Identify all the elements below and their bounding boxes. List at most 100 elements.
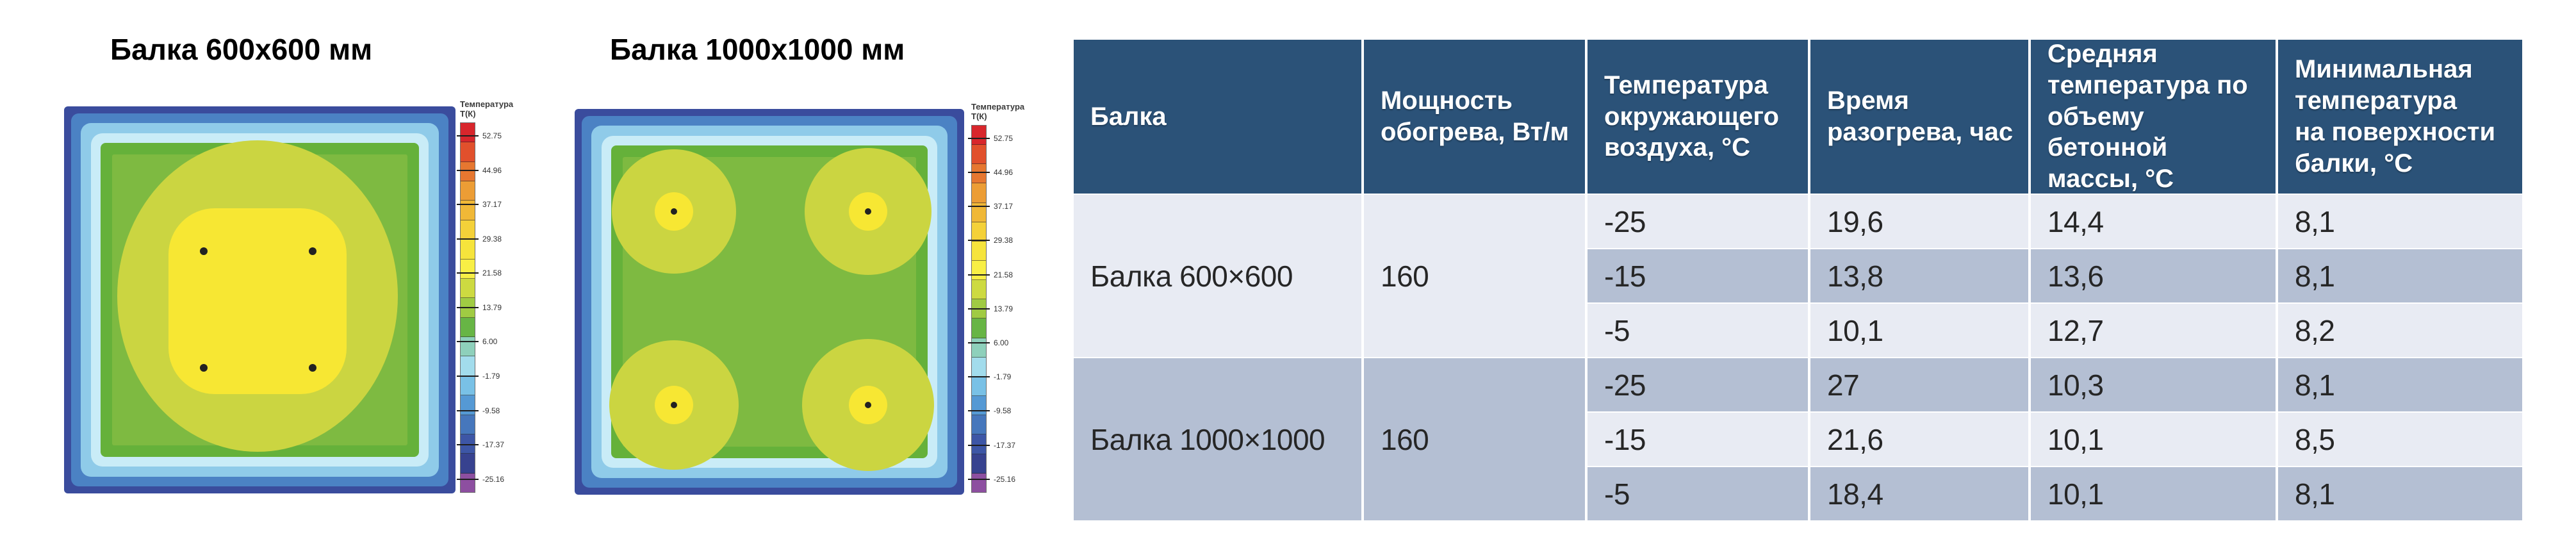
colorbar-band [461, 317, 475, 337]
table-header-avg-temp: Средняя температура по объему бетонной м… [2031, 40, 2276, 194]
colorbar-tick-line [968, 308, 990, 310]
cell-min-temp: 8,2 [2278, 304, 2522, 357]
heater-wire-dot [200, 247, 208, 255]
cell-air-temp: -15 [1587, 413, 1808, 466]
colorbar-tick-line [457, 409, 479, 411]
colorbar-tick-line [457, 204, 479, 206]
table-header-heat-time: Время разогрева, час [1810, 40, 2028, 194]
colorbar-tick-line [968, 240, 990, 242]
colorbar-band [972, 125, 986, 145]
colorbar-tick-label: 29.38 [994, 236, 1013, 245]
cell-avg-temp: 10,1 [2031, 413, 2276, 466]
colorbar-band [461, 454, 475, 474]
colorbar-band [972, 376, 986, 397]
colorbar-tick-label: 52.75 [482, 131, 502, 141]
cell-heat-time: 21,6 [1810, 413, 2028, 466]
table-header-beam: Балка [1074, 40, 1361, 194]
colorbar-band [461, 181, 475, 201]
cell-avg-temp: 14,4 [2031, 195, 2276, 248]
cell-avg-temp: 13,6 [2031, 249, 2276, 302]
colorbar-title-line1: Температура [460, 99, 514, 109]
heatmap-600x600 [64, 106, 455, 493]
table-header-min-temp: Минимальная температура на поверхности б… [2278, 40, 2522, 194]
colorbar-gradient: 52.75 44.96 37.17 29.38 21.58 13.79 6.00 -1.79 -… [968, 124, 1015, 493]
colorbar-band [461, 473, 475, 492]
heater-wire-dot [309, 247, 316, 255]
colorbar-tick-label: -1.79 [482, 372, 500, 381]
colorbar-tick-line [457, 272, 479, 274]
cell-avg-temp: 10,3 [2031, 358, 2276, 411]
cell-min-temp: 8,5 [2278, 413, 2522, 466]
colorbar-tick-line [968, 172, 990, 174]
colorbar-tick-line [457, 238, 479, 240]
colorbar-title: Температура Т(К) [971, 102, 1035, 122]
colorbar-tick-line [457, 306, 479, 308]
colorbar-tick-label: 21.58 [994, 270, 1013, 279]
colorbar-tick-label: -17.37 [994, 440, 1016, 450]
colorbar-bands [972, 125, 986, 492]
colorbar-tick-line [968, 376, 990, 378]
colorbar-tick-label: 44.96 [482, 165, 502, 175]
colorbar-tick-line [968, 206, 990, 208]
colorbar-tick-line [457, 169, 479, 171]
colorbar-tick-label: -25.16 [994, 474, 1016, 484]
colorbar-ticks: 52.75 44.96 37.17 29.38 21.58 13.79 6.00 -1.79 -… [968, 126, 1015, 492]
colorbar-band [461, 161, 475, 181]
heatmap-1000x1000 [575, 109, 964, 495]
colorbar-title-line2: Т(К) [971, 111, 987, 121]
cell-air-temp: -5 [1587, 467, 1808, 520]
cell-min-temp: 8,1 [2278, 358, 2522, 411]
colorbar-tick-label: 44.96 [994, 168, 1013, 178]
cell-heat-time: 18,4 [1810, 467, 2028, 520]
cell-min-temp: 8,1 [2278, 467, 2522, 520]
cell-beam-name: Балка 1000×1000 [1074, 358, 1361, 520]
colorbar-band [461, 415, 475, 434]
colorbar-tick-label: -9.58 [482, 406, 500, 415]
colorbar-band [461, 240, 475, 260]
cell-air-temp: -25 [1587, 358, 1808, 411]
colorbar-tick-line [457, 135, 479, 137]
cell-heat-time: 13,8 [1810, 249, 2028, 302]
colorbar-bands [461, 122, 475, 492]
colorbar-tick-label: -17.37 [482, 440, 505, 450]
colorbar-band [972, 164, 986, 184]
cell-air-temp: -5 [1587, 304, 1808, 357]
colorbar-band [972, 473, 986, 492]
cell-avg-temp: 12,7 [2031, 304, 2276, 357]
colorbar-ticks: 52.75 44.96 37.17 29.38 21.58 13.79 6.00 -1.79 -… [457, 123, 504, 492]
colorbar-tick-label: -1.79 [994, 372, 1012, 382]
colorbar-tick-label: -9.58 [994, 406, 1012, 416]
colorbar-tick-line [968, 274, 990, 276]
colorbar-band [461, 278, 475, 299]
beam-1000-cross-section [575, 109, 964, 495]
colorbar-band [461, 434, 475, 454]
colorbar-band [972, 454, 986, 474]
cell-heat-time: 19,6 [1810, 195, 2028, 248]
colorbar-tick-label: 6.00 [482, 337, 498, 347]
colorbar-band [972, 183, 986, 203]
colorbar-band [972, 145, 986, 165]
colorbar-tick-line [457, 444, 479, 446]
colorbar-band [461, 142, 475, 162]
colorbar-tick-label: 21.58 [482, 268, 502, 278]
colorbar-tick-label: 13.79 [482, 302, 502, 312]
colorbar-tick-label: -25.16 [482, 474, 505, 484]
colorbar-band [972, 280, 986, 300]
colorbar-tick-line [968, 410, 990, 412]
cell-air-temp: -15 [1587, 249, 1808, 302]
colorbar-tick-label: 37.17 [994, 202, 1013, 211]
colorbar-band [461, 376, 475, 396]
cell-power: 160 [1364, 195, 1585, 357]
beam-600-cross-section [64, 106, 455, 493]
colorbar-title-line1: Температура [971, 102, 1025, 112]
colorbar-gradient: 52.75 44.96 37.17 29.38 21.58 13.79 6.00 -1.79 -… [457, 122, 504, 493]
colorbar-tick-line [457, 478, 479, 480]
heater-wire-dot [671, 402, 677, 408]
colorbar-title: Температура Т(К) [460, 99, 524, 119]
colorbar-band [972, 434, 986, 454]
cell-beam-name: Балка 600×600 [1074, 195, 1361, 357]
colorbar-600x600: Температура Т(К) 52.75 44.96 37.17 29.38 21.5… [457, 99, 524, 493]
figure-title-1000x1000: Балка 1000х1000 мм [610, 33, 905, 66]
colorbar-band [972, 241, 986, 261]
